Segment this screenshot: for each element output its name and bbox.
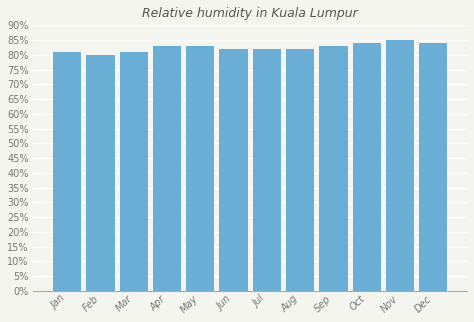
Bar [186,46,214,291]
Bar [253,49,281,291]
Bar [219,49,248,291]
Bar [386,40,414,291]
Bar [119,52,148,291]
Bar [419,43,447,291]
Bar [153,46,181,291]
Title: Relative humidity in Kuala Lumpur: Relative humidity in Kuala Lumpur [142,7,358,20]
Bar [319,46,347,291]
Bar [86,55,115,291]
Bar [353,43,381,291]
Bar [286,49,314,291]
Bar [53,52,82,291]
